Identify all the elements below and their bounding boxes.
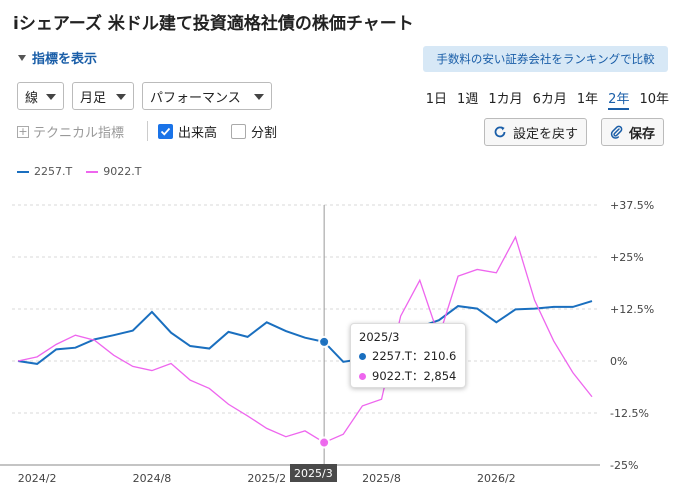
legend-label: 9022.T [103, 165, 142, 178]
y-tick-label: +25% [610, 251, 644, 264]
y-tick-label: +12.5% [610, 303, 654, 316]
series-line-2257.T [17, 300, 593, 365]
y-tick-label: -12.5% [610, 407, 649, 420]
save-label: 保存 [629, 126, 656, 142]
chart-tooltip: 2025/3 2257.T：210.6 9022.T：2,854 [350, 323, 466, 388]
x-tick-label: 2024/8 [133, 472, 172, 485]
period-tab[interactable]: 1日 [425, 92, 448, 107]
legend-item-9022: 9022.T [86, 165, 141, 178]
technical-indicator-label: テクニカル指標 [33, 126, 125, 141]
refresh-icon [494, 126, 506, 138]
highlight-point [318, 335, 331, 348]
volume-checkbox[interactable]: 出来高 [158, 122, 217, 141]
x-tick-label: 2024/2 [18, 472, 57, 485]
y-tick-label: -25% [610, 459, 638, 472]
x-tick-label: 2026/2 [477, 472, 516, 485]
caret-down-icon [18, 54, 26, 61]
period-tab[interactable]: 1年 [576, 92, 599, 107]
interval-value: 月足 [80, 90, 107, 106]
chevron-down-icon [254, 94, 264, 100]
split-label: 分割 [251, 126, 278, 141]
plus-icon: + [17, 124, 29, 138]
legend-item-2257: 2257.T [17, 165, 72, 178]
legend-label: 2257.T [34, 165, 73, 178]
indicator-toggle[interactable]: 指標を表示 [18, 48, 97, 67]
period-tab[interactable]: 1カ月 [488, 92, 523, 107]
performance-chart[interactable]: +37.5% +25% +12.5% 0% -12.5% -25% 2024/2 2024/8… [0, 190, 683, 487]
tooltip-value: 2257.T：210.6 [372, 349, 457, 363]
chevron-down-icon [46, 94, 56, 100]
tooltip-row: 2257.T：210.6 [359, 348, 457, 364]
save-button[interactable]: 保存 [601, 118, 665, 146]
split-checkbox[interactable]: 分割 [231, 122, 277, 141]
line-type-select[interactable]: 線 [17, 82, 64, 110]
highlight-point [318, 436, 331, 449]
divider [147, 121, 148, 141]
interval-select[interactable]: 月足 [72, 82, 134, 110]
period-tab[interactable]: 1週 [457, 92, 479, 107]
x-tick-label: 2025/2 [247, 472, 286, 485]
checkbox-empty-icon [231, 124, 246, 139]
period-tab[interactable]: 10年 [639, 92, 669, 107]
broker-ranking-button[interactable]: 手数料の安い証券会社をランキングで比較 [423, 46, 668, 72]
page-title: iシェアーズ 米ドル建て投資適格社債の株価チャート [13, 14, 414, 34]
volume-label: 出来高 [178, 126, 218, 141]
legend-swatch [86, 170, 99, 173]
period-selector: 1日 1週 1カ月 6カ月 1年 2年 10年 [426, 88, 669, 110]
reset-settings-label: 設定を戻す [513, 126, 579, 142]
series-dot-icon [359, 352, 366, 360]
period-tab[interactable]: 6カ月 [532, 92, 567, 107]
indicator-toggle-label: 指標を表示 [32, 52, 98, 67]
y-tick-label: +37.5% [610, 199, 654, 212]
y-tick-label: 0% [610, 355, 627, 368]
reset-settings-button[interactable]: 設定を戻す [484, 118, 588, 146]
tooltip-date: 2025/3 [359, 330, 400, 344]
x-tick-label: 2025/8 [362, 472, 401, 485]
period-tab[interactable]: 2年 [608, 88, 630, 110]
mode-select[interactable]: パフォーマンス [142, 82, 272, 110]
checkbox-checked-icon [158, 124, 173, 139]
technical-indicator-button[interactable]: + テクニカル指標 [17, 122, 124, 141]
chart-legend: 2257.T 9022.T [17, 165, 141, 178]
chevron-down-icon [116, 94, 126, 100]
paperclip-icon [610, 125, 623, 139]
tooltip-value: 9022.T：2,854 [372, 369, 457, 383]
series-dot-icon [359, 372, 366, 380]
crosshair-date-badge: 2025/3 [290, 464, 337, 482]
mode-value: パフォーマンス [150, 90, 241, 106]
line-type-value: 線 [25, 90, 39, 106]
tooltip-row: 9022.T：2,854 [359, 368, 457, 384]
legend-swatch [17, 170, 29, 173]
series-line-9022.T [17, 235, 593, 444]
